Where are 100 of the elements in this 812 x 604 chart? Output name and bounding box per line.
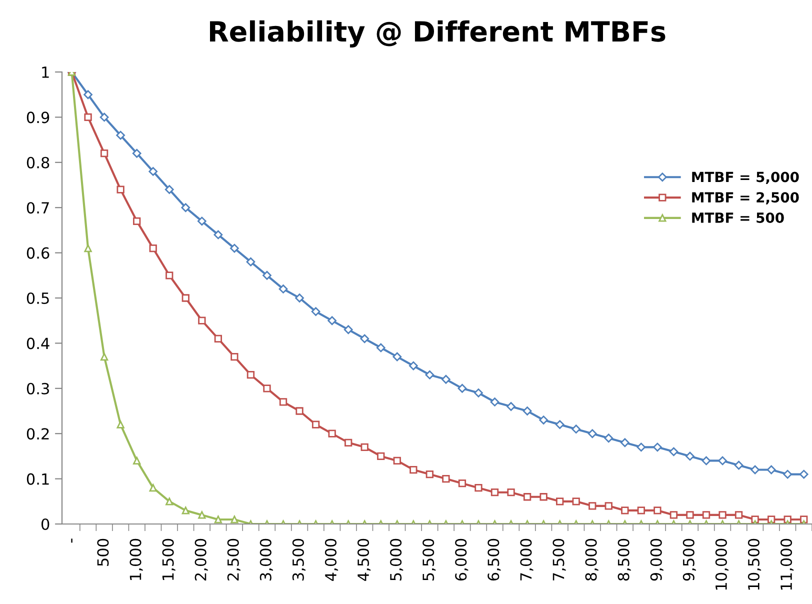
point xyxy=(263,384,271,392)
x-tick-label: 4,000 xyxy=(324,538,338,581)
point xyxy=(132,148,142,158)
point xyxy=(442,474,450,483)
point xyxy=(426,470,434,478)
x-tick-label: 9,500 xyxy=(682,538,696,581)
point xyxy=(425,370,434,380)
point xyxy=(734,511,743,519)
point xyxy=(474,484,482,492)
point xyxy=(490,488,499,496)
point xyxy=(540,493,548,501)
point xyxy=(100,150,108,158)
x-tick-label: 7,500 xyxy=(552,538,566,580)
x-tick-label: 4,500 xyxy=(357,538,371,581)
y-tick-label: 0.6 xyxy=(26,247,50,259)
point xyxy=(230,516,238,524)
point xyxy=(166,272,174,280)
point xyxy=(133,456,141,465)
point xyxy=(588,429,597,438)
point xyxy=(376,343,386,352)
point xyxy=(279,398,288,406)
x-tick-label: 10,000 xyxy=(715,538,729,590)
point xyxy=(637,506,645,514)
x-tick-label: 6,000 xyxy=(455,538,468,581)
point xyxy=(214,334,222,342)
point xyxy=(620,438,630,448)
point xyxy=(702,456,711,466)
point xyxy=(198,511,206,519)
point xyxy=(523,493,532,501)
x-tick-label: 1,500 xyxy=(162,538,176,580)
y-tick-label: 0 xyxy=(41,518,50,530)
point xyxy=(149,484,157,492)
point xyxy=(164,185,174,194)
point xyxy=(799,470,808,479)
point xyxy=(182,506,190,514)
point xyxy=(214,230,223,240)
point xyxy=(702,511,710,519)
y-tick-label: 0.4 xyxy=(26,338,50,350)
point xyxy=(572,498,580,506)
x-tick-label: 7,000 xyxy=(520,538,534,580)
point xyxy=(750,465,760,474)
y-tick-label: 0.2 xyxy=(26,428,49,440)
point xyxy=(84,244,92,252)
x-tick-label: 8,500 xyxy=(618,538,631,581)
point xyxy=(116,130,125,140)
point xyxy=(166,498,174,506)
point xyxy=(783,470,792,479)
x-tick-label: 5,500 xyxy=(422,538,436,580)
point xyxy=(572,424,581,434)
y-tick-label: 0.5 xyxy=(26,292,49,304)
point xyxy=(636,442,646,452)
point xyxy=(246,371,255,379)
point xyxy=(311,307,320,316)
point xyxy=(344,325,353,334)
point xyxy=(621,506,629,514)
point xyxy=(230,244,239,253)
y-tick-label: 0.3 xyxy=(26,382,49,394)
point xyxy=(100,112,109,122)
point xyxy=(392,352,402,362)
point xyxy=(393,456,401,465)
point xyxy=(296,407,304,415)
point xyxy=(654,506,662,514)
point xyxy=(278,284,288,294)
point xyxy=(604,502,612,510)
point xyxy=(670,511,678,519)
x-tick-label: 8,000 xyxy=(585,538,598,581)
x-tick-label: - xyxy=(71,538,72,543)
point xyxy=(295,294,304,302)
point xyxy=(182,294,190,302)
x-tick-label: 1,000 xyxy=(130,538,143,580)
point xyxy=(230,352,238,361)
point xyxy=(522,406,532,416)
point xyxy=(458,384,467,393)
x-tick-label: 5,000 xyxy=(390,538,404,580)
point xyxy=(344,438,352,446)
point xyxy=(312,420,320,428)
chart-title: Reliability @ Different MTBFs xyxy=(210,20,666,48)
point xyxy=(490,398,500,406)
point xyxy=(360,334,370,344)
point xyxy=(718,456,727,466)
point xyxy=(410,466,418,474)
x-tick-label: 6,500 xyxy=(488,538,501,581)
point xyxy=(197,216,206,226)
point xyxy=(734,460,744,470)
point xyxy=(84,90,92,100)
point xyxy=(686,452,694,461)
y-tick-label: 0.1 xyxy=(26,473,49,485)
point xyxy=(686,511,694,519)
point xyxy=(507,488,515,496)
x-tick-label: 10,500 xyxy=(748,538,762,590)
x-tick-label: 2,500 xyxy=(227,538,240,581)
point xyxy=(377,452,385,460)
point xyxy=(116,420,124,428)
y-tick-label: 0.8 xyxy=(26,156,50,168)
point xyxy=(149,244,157,252)
point xyxy=(556,498,564,506)
point xyxy=(246,257,256,266)
point xyxy=(328,430,336,438)
point xyxy=(653,442,662,452)
point xyxy=(766,465,776,474)
